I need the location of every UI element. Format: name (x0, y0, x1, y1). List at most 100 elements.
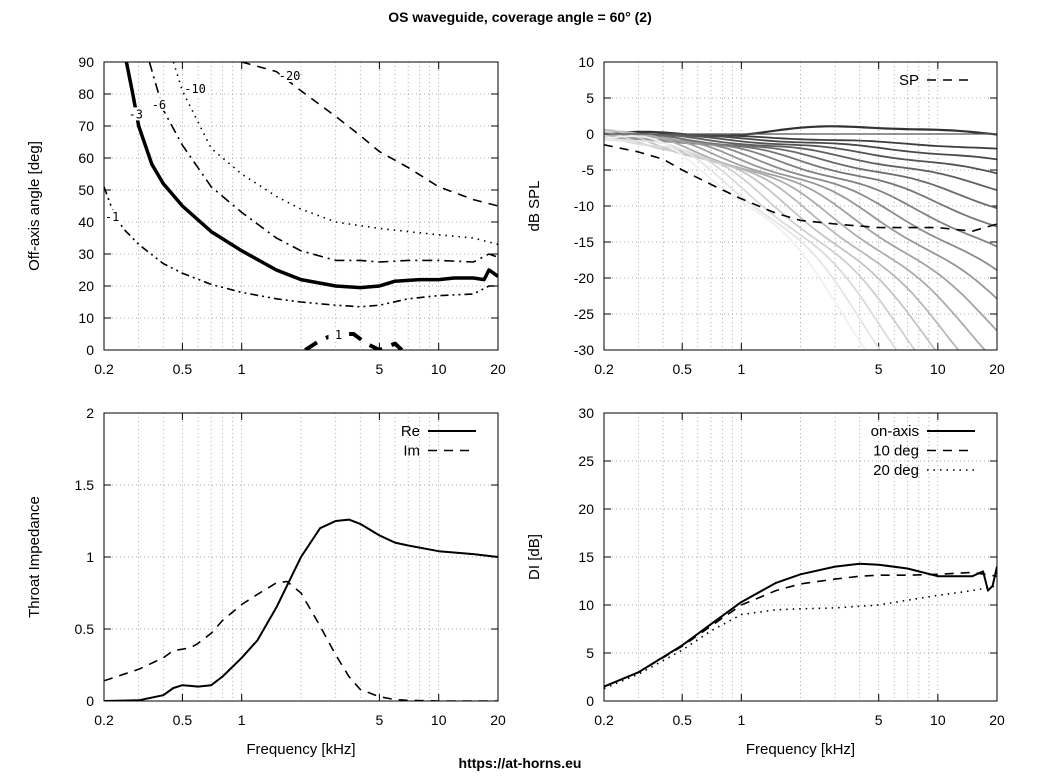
y-tick-label: 0 (86, 693, 94, 709)
y-axis-label: DI [dB] (526, 534, 543, 580)
y-tick-label: 90 (78, 54, 94, 70)
x-tick-label: 5 (375, 712, 383, 728)
plot-frame (103, 61, 499, 351)
y-axis-label: dB SPL (526, 181, 543, 232)
x-axis-label: Frequency [kHz] (746, 741, 855, 758)
y-tick-label: 10 (578, 54, 594, 70)
off-axis-response-line (604, 133, 987, 350)
off-axis-response-line (604, 136, 997, 332)
series-line-im (104, 580, 498, 701)
x-tick-label: 0.2 (594, 361, 614, 377)
x-tick-label: 10 (930, 361, 946, 377)
plot-area (604, 562, 997, 690)
x-tick-label: 0.5 (672, 361, 692, 377)
x-tick-label: 0.2 (94, 361, 114, 377)
y-tick-label: -10 (574, 198, 594, 214)
y-axis-label: Throat Impedance (26, 496, 43, 618)
x-tick-label: 0.5 (672, 712, 692, 728)
y-tick-label: 30 (78, 246, 94, 262)
grid (104, 62, 498, 350)
contour-label-bg (125, 107, 146, 121)
y-tick-label: 20 (78, 278, 94, 294)
x-tick-label: 1 (737, 361, 745, 377)
x-tick-label: 1 (238, 712, 246, 728)
plot-frame (103, 412, 499, 702)
y-tick-label: -25 (574, 306, 594, 322)
y-tick-label: 5 (586, 645, 594, 661)
plot-area (104, 518, 498, 701)
x-tick-label: 5 (375, 361, 383, 377)
plot-frame (603, 61, 998, 351)
off-axis-response-line (604, 134, 898, 350)
y-tick-label: 15 (578, 549, 594, 565)
contour-label: -1 (105, 210, 119, 224)
contour-label: -6 (152, 98, 166, 112)
y-tick-label: 30 (578, 405, 594, 421)
y-tick-label: 60 (78, 150, 94, 166)
contour-label-bg (102, 209, 123, 223)
x-tick-label: 10 (930, 712, 946, 728)
x-tick-label: 10 (431, 712, 447, 728)
x-tick-label: 0.5 (173, 712, 193, 728)
series-line-10 (172, 62, 498, 246)
off-axis-response-line (604, 138, 881, 350)
panel-contour: 0 10 20 30 40 50 60 70 80 90 0.2 0.5 1 5 10 20 Off-axis … (26, 54, 506, 377)
x-tick-label: 5 (875, 361, 883, 377)
off-axis-response-line (604, 132, 997, 210)
series-line-6 (148, 62, 498, 263)
contour-label: -20 (279, 69, 301, 83)
y-tick-label: 1.5 (75, 477, 95, 493)
y-tick-label: 20 (578, 501, 594, 517)
contour-label: -10 (184, 82, 206, 96)
grid (604, 413, 997, 701)
plot-frame (603, 412, 998, 702)
legend-label: 20 deg (873, 462, 919, 479)
y-tick-label: 0 (86, 342, 94, 358)
panel-spl: -30 -25 -20 -15 -10 -5 0 5 10 0.2 0.5 1 5 10 20 dB SPL S… (526, 54, 1005, 377)
off-axis-response-line (604, 133, 997, 192)
contour-label-bg (148, 97, 169, 111)
x-tick-label: 1 (238, 361, 246, 377)
plot-area (604, 125, 997, 350)
y-tick-label: 2 (86, 405, 94, 421)
y-tick-label: 1 (86, 549, 94, 565)
x-tick-label: 20 (989, 712, 1005, 728)
y-tick-label: 10 (78, 310, 94, 326)
panel-impedance: 0 0.5 1 1.5 2 0.2 0.5 1 5 10 20 Throat Impedance Fre… (26, 405, 506, 758)
off-axis-response-line (604, 125, 997, 138)
off-axis-response-line (604, 135, 867, 350)
x-tick-label: 0.2 (594, 712, 614, 728)
x-tick-label: 20 (989, 361, 1005, 377)
y-tick-label: 25 (578, 453, 594, 469)
series-line-on-axis (604, 562, 997, 688)
contour-label-bg (279, 69, 300, 82)
x-tick-label: 0.2 (94, 712, 114, 728)
contour-label-bg (185, 81, 206, 95)
off-axis-response-line (604, 134, 997, 300)
series-line-20-deg (604, 585, 997, 690)
y-tick-label: 0 (586, 126, 594, 142)
series-line-re (104, 518, 498, 701)
x-tick-label: 20 (490, 361, 506, 377)
y-tick-label: 5 (586, 90, 594, 106)
contour-label: -3 (129, 107, 143, 121)
y-tick-label: 70 (78, 118, 94, 134)
y-tick-label: -30 (574, 342, 594, 358)
y-axis-label: Off-axis angle [deg] (26, 141, 43, 271)
series-line-1 (104, 186, 498, 308)
legend-label: SP (899, 72, 919, 89)
figure-title: OS waveguide, coverage angle = 60° (2) (388, 9, 652, 25)
y-tick-label: 10 (578, 597, 594, 613)
series-line-3 (124, 62, 498, 290)
legend-label: on-axis (871, 423, 919, 440)
contour-label: 1 (335, 328, 342, 342)
y-tick-label: 40 (78, 214, 94, 230)
y-tick-label: 0 (586, 693, 594, 709)
x-tick-label: 20 (490, 712, 506, 728)
legend-label: Im (403, 443, 420, 460)
y-tick-label: -20 (574, 270, 594, 286)
series-line-sp (604, 144, 997, 232)
y-tick-label: 80 (78, 86, 94, 102)
